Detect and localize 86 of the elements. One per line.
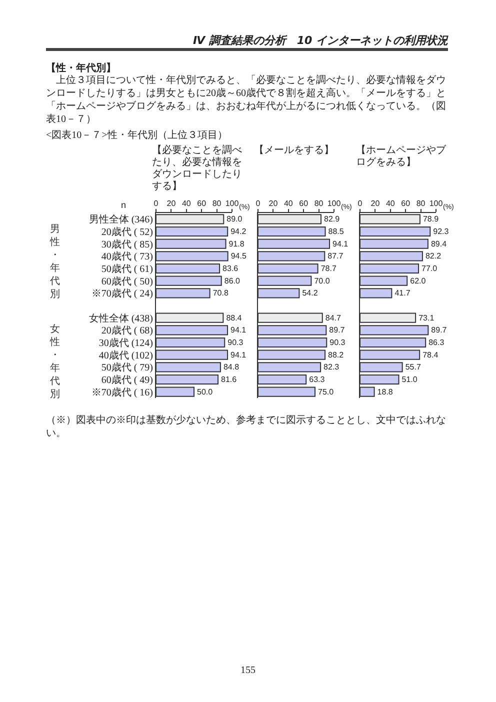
data-label: 94.1 <box>230 326 247 335</box>
data-label: 86.3 <box>428 338 445 347</box>
chart-title: 【メールをする】 <box>254 145 335 158</box>
y-tick-label: 40歳代 (102) <box>98 349 153 362</box>
data-label: 78.4 <box>422 350 439 360</box>
x-tick-label: 20 <box>268 198 278 208</box>
data-label: 77.0 <box>422 264 438 273</box>
data-label: 78.7 <box>320 264 337 273</box>
data-label: 83.6 <box>222 264 239 273</box>
data-label: 88.5 <box>328 227 344 236</box>
data-label: 86.0 <box>224 276 240 286</box>
x-tick-label: 0 <box>256 198 261 208</box>
text: 男性・年代別 <box>49 224 60 300</box>
x-tick-label: 40 <box>182 198 192 208</box>
y-tick-label: 60歳代 ( 50) <box>101 275 153 288</box>
text: 女性・年代別 <box>49 323 60 400</box>
y-tick-label: 女性全体 (438) <box>88 312 153 324</box>
x-tick-label: 80 <box>314 198 324 208</box>
y-tick-label: 30歳代 (124) <box>98 337 153 349</box>
data-label: 54.2 <box>302 288 318 298</box>
y-tick-label: 30歳代 ( 85) <box>101 238 153 250</box>
data-label: 18.8 <box>377 387 394 396</box>
y-tick-label: 50歳代 ( 61) <box>101 263 153 275</box>
data-label: 89.7 <box>329 326 346 335</box>
x-tick-label: 100 <box>225 198 240 208</box>
x-tick-label: 80 <box>212 198 222 208</box>
text: 【性・年代別】 <box>46 62 116 74</box>
data-label: 51.0 <box>402 375 418 384</box>
data-label: 75.0 <box>318 387 334 396</box>
x-tick-label: 60 <box>401 198 411 208</box>
data-label: 73.1 <box>418 313 435 322</box>
data-label: 70.0 <box>314 276 330 286</box>
data-label: 91.8 <box>228 239 245 248</box>
text: <図表10－７>性・年代別（上位３項目） <box>46 129 228 142</box>
data-label: 82.2 <box>425 252 442 261</box>
data-label: 94.1 <box>332 239 349 248</box>
x-tick-label: 60 <box>299 198 309 208</box>
x-tick-label: 0 <box>154 198 159 208</box>
data-label: 82.3 <box>324 362 340 372</box>
y-tick-label: ※70歳代 ( 24) <box>91 288 153 300</box>
data-label: 41.7 <box>394 288 411 298</box>
text: 上位３項目について性・年代別でみると、「必要なことを調べたり、必要な情報をダウンロードしたりする」は男女ともに20歳～60歳代で８割を超え高い。「メールをする」と「ホームページやブログをみる」は、おおむね年代が上がるにつれ低くなっている。（図表10－７） <box>46 74 447 126</box>
y-tick-label: 20歳代 ( 52) <box>101 226 153 238</box>
data-label: 50.0 <box>197 387 214 396</box>
data-label: 94.5 <box>230 252 247 261</box>
x-tick-label: 100 <box>327 198 342 208</box>
x-tick-label: 20 <box>370 198 380 208</box>
data-label: 78.9 <box>422 214 440 224</box>
x-tick-label: 100 <box>429 198 444 208</box>
y-tick-label: ※70歳代 ( 16) <box>91 386 153 398</box>
data-label: 62.0 <box>410 276 426 286</box>
data-label: 90.3 <box>228 338 244 347</box>
data-label: 89.7 <box>431 326 448 335</box>
data-label: 94.1 <box>230 350 247 360</box>
x-tick-label: 40 <box>386 198 396 208</box>
y-tick-label: 20歳代 ( 68) <box>101 324 153 337</box>
data-label: 94.2 <box>230 227 247 236</box>
data-label: 63.3 <box>309 375 326 384</box>
chart-title: 【ホームページやブログをみる】 <box>356 145 446 170</box>
x-tick-label: 80 <box>416 198 426 208</box>
data-label: 70.8 <box>212 288 229 298</box>
data-label: 89.0 <box>226 214 243 224</box>
y-tick-label: 60歳代 ( 49) <box>101 374 153 386</box>
y-tick-label: 40歳代 ( 73) <box>101 250 153 263</box>
text: Ⅳ 調査結果の分析 10 インターネットの利用状況 <box>46 34 448 51</box>
data-label: 90.3 <box>330 338 346 347</box>
text: 155 <box>240 664 256 677</box>
data-label: 88.2 <box>328 350 344 360</box>
data-label: 82.9 <box>324 214 340 224</box>
text: n <box>121 200 126 210</box>
data-label: 84.8 <box>223 362 240 372</box>
data-label: 89.4 <box>430 239 448 248</box>
y-tick-label: 男性全体 (346) <box>88 214 153 226</box>
x-tick-label: 40 <box>284 198 294 208</box>
text: （※）図表中の※印は基数が少ないため、参考までに図示することとし、文中ではふれない。 <box>46 414 447 440</box>
chart-title: 【必要なことを調べたり、必要な情報をダウンロードしたりする】 <box>152 145 242 194</box>
data-label: 92.3 <box>433 227 450 236</box>
data-label: 87.7 <box>328 252 344 261</box>
x-tick-label: 0 <box>358 198 363 208</box>
data-label: 55.7 <box>405 362 422 372</box>
x-tick-label: 60 <box>197 198 207 208</box>
data-label: 81.6 <box>221 375 238 384</box>
data-label: 84.7 <box>325 313 342 322</box>
y-tick-label: 50歳代 ( 79) <box>101 362 153 374</box>
data-label: 88.4 <box>226 313 242 322</box>
x-tick-label: 20 <box>166 198 176 208</box>
